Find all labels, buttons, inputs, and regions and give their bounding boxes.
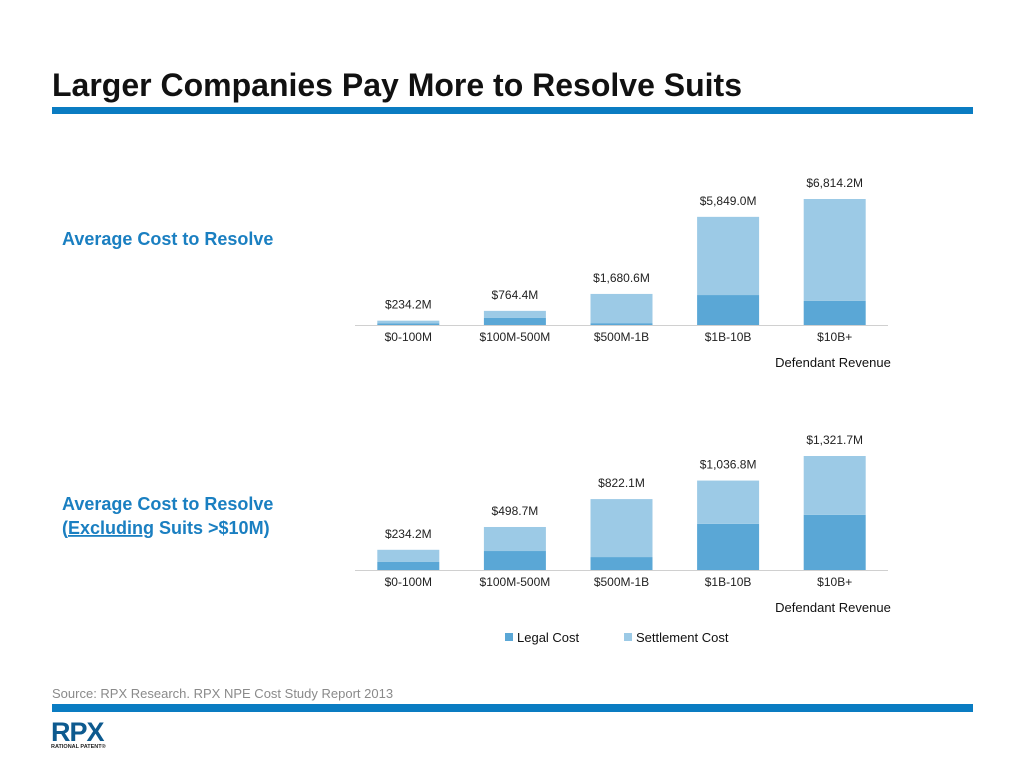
bar-segment <box>590 499 653 558</box>
bar-segment <box>803 514 866 570</box>
x-tick-label: $0-100M <box>385 330 432 344</box>
chart-label-part: Suits >$10M) <box>154 518 270 538</box>
x-tick-label: $10B+ <box>817 575 852 589</box>
x-tick-label: $100M-500M <box>480 330 551 344</box>
value-label: $6,814.2M <box>806 176 863 190</box>
value-label: $822.1M <box>598 476 645 490</box>
x-tick-label: $1B-10B <box>705 330 752 344</box>
bar-segment <box>590 323 653 325</box>
value-label: $1,321.7M <box>806 433 863 447</box>
x-axis-title: Defendant Revenue <box>775 600 891 615</box>
bar-segment <box>697 216 760 296</box>
bar-segment <box>483 310 546 318</box>
x-tick-label: $100M-500M <box>480 575 551 589</box>
bar-segment <box>377 561 440 570</box>
bar-segment <box>590 557 653 570</box>
value-label: $498.7M <box>492 504 539 518</box>
chart-label-part: ( <box>62 518 68 538</box>
x-tick-label: $1B-10B <box>705 575 752 589</box>
legend-swatch <box>624 633 632 641</box>
logo-mark: RPX <box>51 717 105 747</box>
bar-segment <box>803 199 866 301</box>
title-rule <box>52 107 973 114</box>
value-label: $1,036.8M <box>700 458 757 472</box>
value-label: $234.2M <box>385 527 432 541</box>
value-label: $5,849.0M <box>700 194 757 208</box>
x-tick-label: $0-100M <box>385 575 432 589</box>
value-label: $1,680.6M <box>593 271 650 285</box>
legend-label: Settlement Cost <box>636 630 729 645</box>
value-label: $234.2M <box>385 298 432 312</box>
x-tick-label: $10B+ <box>817 330 852 344</box>
chart-label: (Excluding Suits >$10M) <box>62 518 270 538</box>
bar-segment <box>803 456 866 515</box>
chart-label: Average Cost to Resolve <box>62 494 273 514</box>
bar-segment <box>377 320 440 324</box>
x-tick-label: $500M-1B <box>594 575 649 589</box>
bar-segment <box>697 295 760 325</box>
bar-segment <box>483 317 546 325</box>
x-tick-label: $500M-1B <box>594 330 649 344</box>
value-label: $764.4M <box>492 288 539 302</box>
slide-title: Larger Companies Pay More to Resolve Sui… <box>52 67 742 103</box>
bar-segment <box>803 300 866 325</box>
bar-segment <box>590 293 653 324</box>
legend-label: Legal Cost <box>517 630 580 645</box>
legend-swatch <box>505 633 513 641</box>
logo-tagline: RATIONAL PATENT® <box>51 743 106 750</box>
bar-segment <box>697 480 760 524</box>
bar-segment <box>483 551 546 570</box>
bar-segment <box>483 526 546 552</box>
x-axis-title: Defendant Revenue <box>775 355 891 370</box>
chart-label: Average Cost to Resolve <box>62 229 273 249</box>
chart-label-part: Excluding <box>68 518 154 538</box>
bar-segment <box>697 523 760 570</box>
source-note: Source: RPX Research. RPX NPE Cost Study… <box>52 686 393 701</box>
bar-segment <box>377 323 440 325</box>
bar-segment <box>377 549 440 562</box>
footer-rule <box>52 704 973 712</box>
